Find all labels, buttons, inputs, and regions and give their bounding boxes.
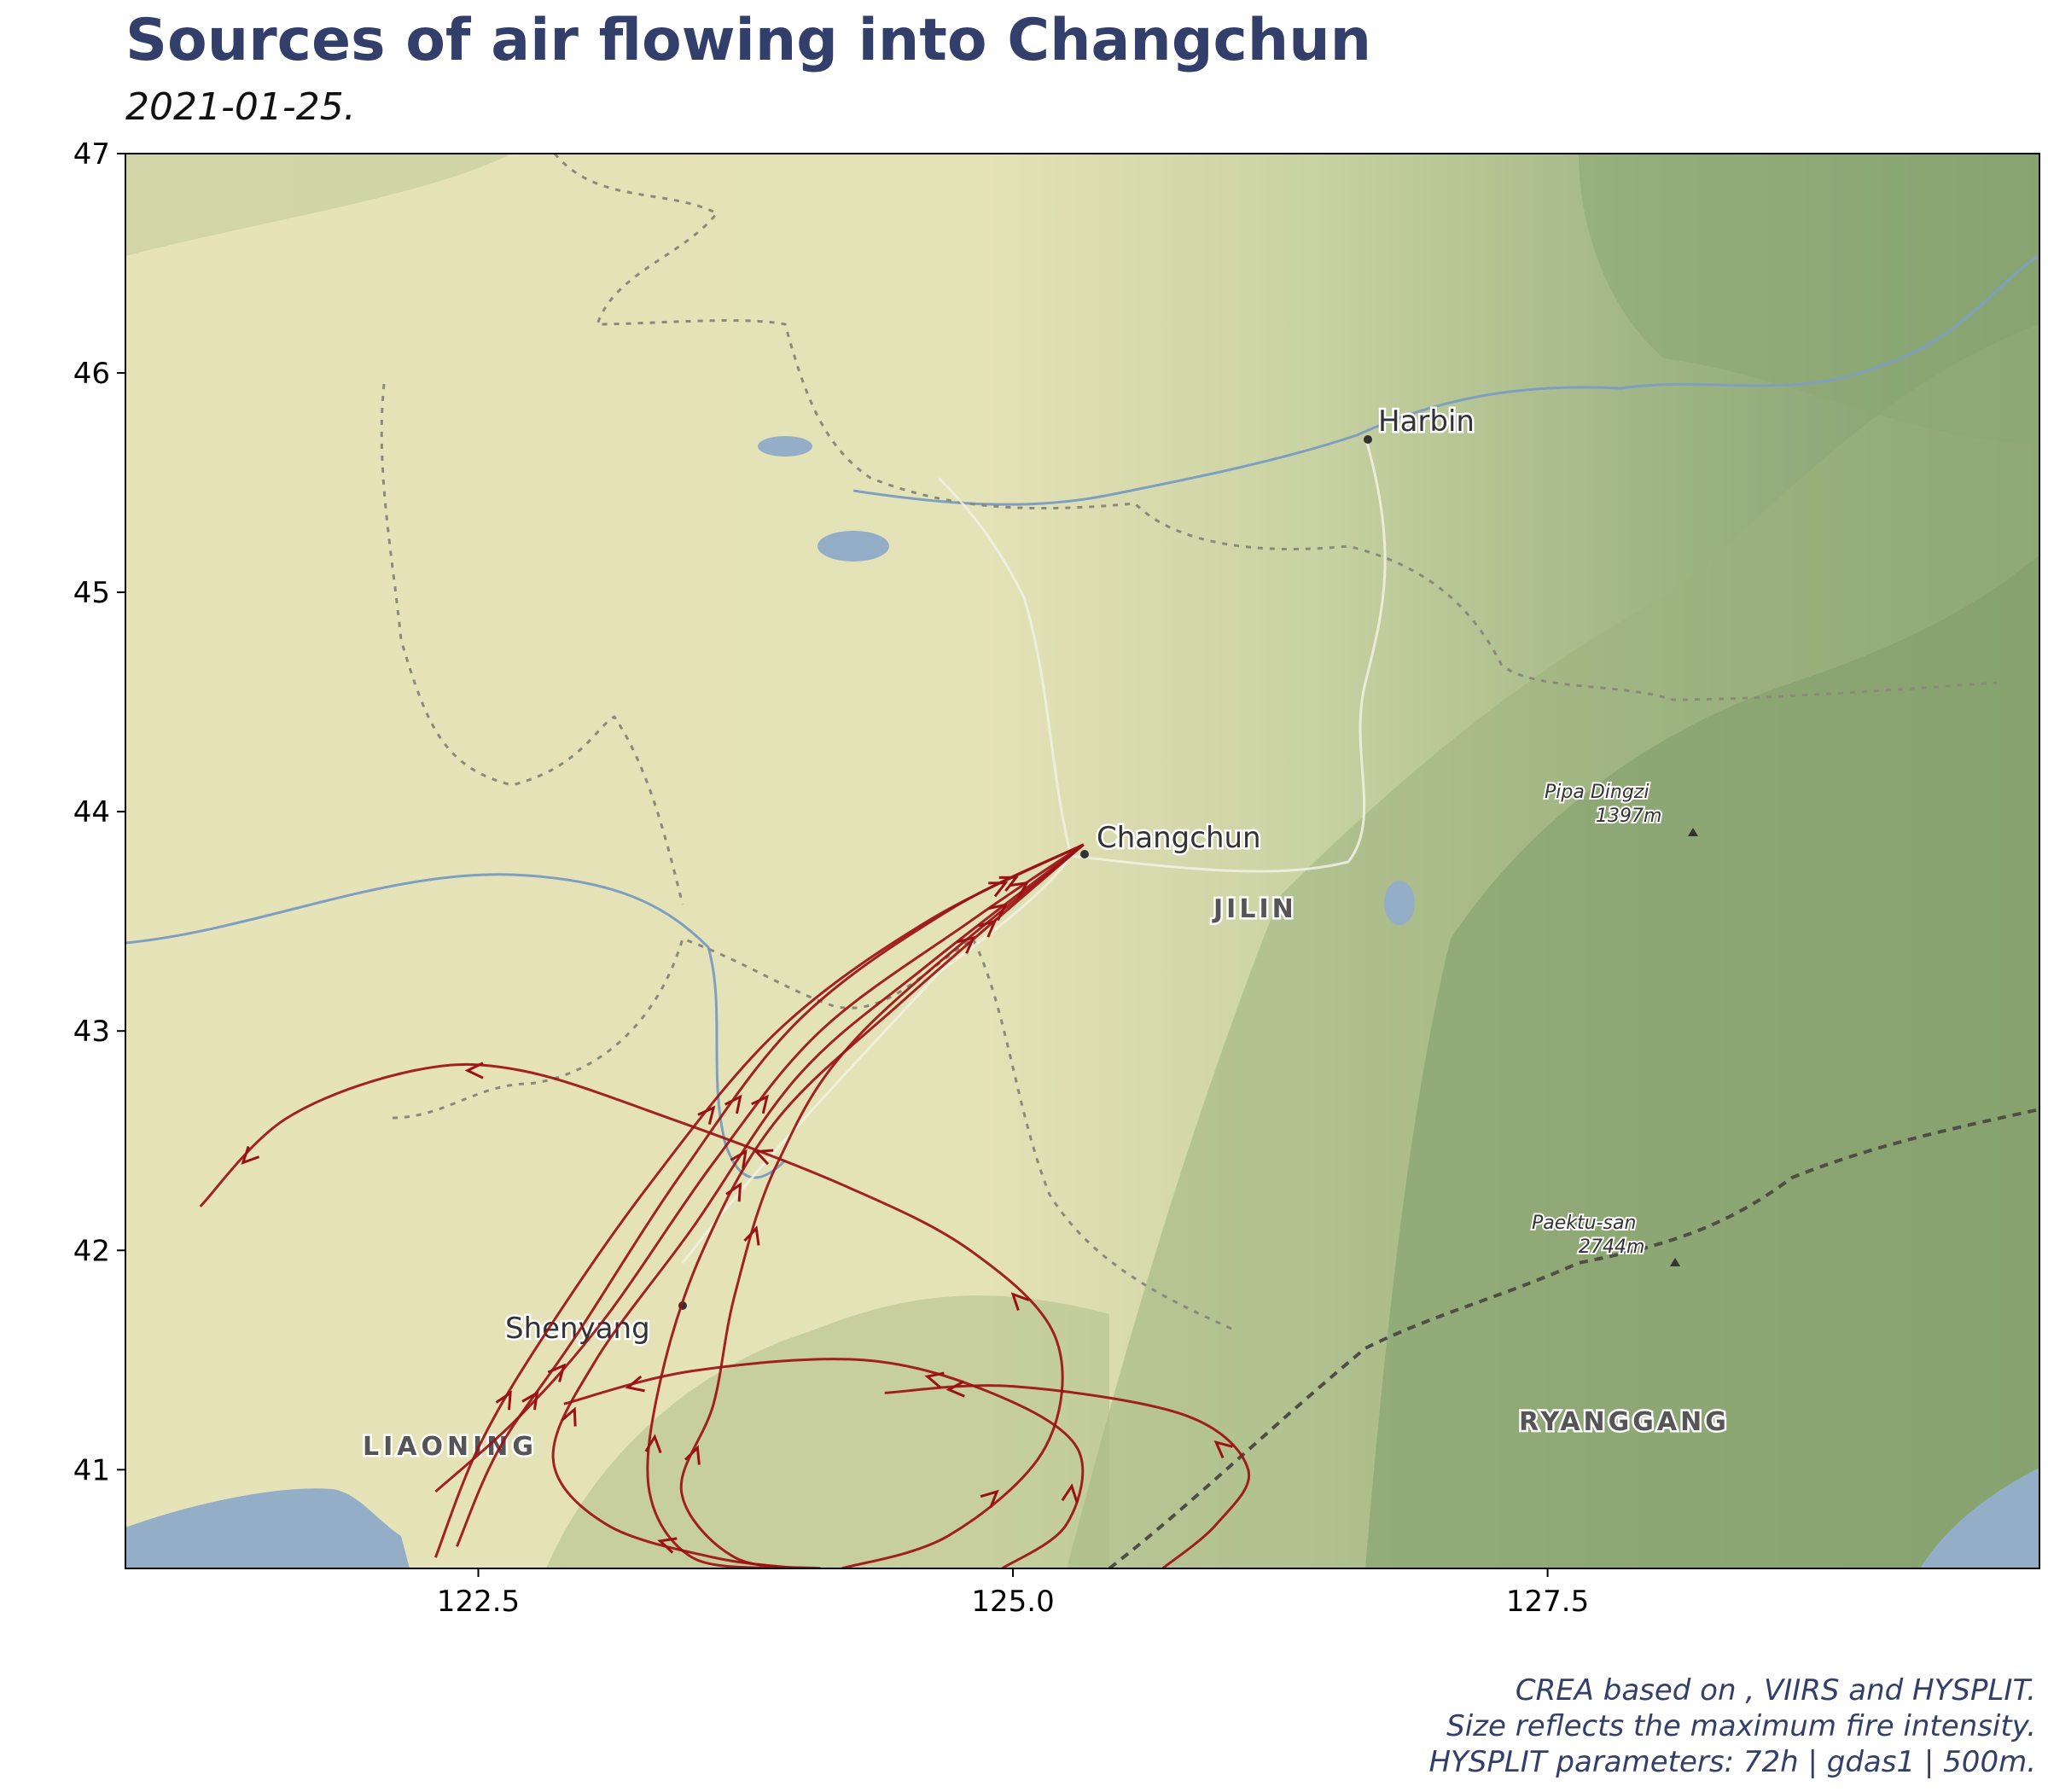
trajectory-arrow [988,881,1009,898]
trajectory-arrow [1010,1292,1030,1312]
x-axis: 122.5 125.0 127.5 [437,1568,1589,1619]
y-tick-label: 43 [73,1015,110,1049]
map-label-pipa-elev: 1397m [1596,806,1661,827]
caption-line-2: Size reflects the maximum fire intensity… [1446,1709,2036,1743]
y-tick-label: 46 [73,357,110,391]
trajectory-line [563,1358,1085,1568]
province-border [392,936,1238,1333]
mountain-region [546,1295,1109,1568]
trajectory-layer [199,843,1251,1568]
river [852,433,1358,506]
city-marker-harbin [1364,435,1372,444]
trajectory-arrow [241,1146,260,1165]
y-tick-label: 47 [73,137,110,172]
trajectory-arrow [956,935,976,954]
basemap: Harbin Changchun JILIN Shenyang LIAONING… [125,154,2039,1568]
trajectory-line [434,843,1085,1493]
map-label-pipa-name: Pipa Dingzi [1545,782,1649,803]
trajectory-arrow [521,1390,539,1411]
trajectory-line [884,1384,1251,1568]
trajectory-arrow [724,1094,742,1114]
map-label-ryanggang: RYANGGANG [1519,1407,1730,1437]
y-tick-label: 44 [73,795,110,829]
trajectory-arrow [743,1225,760,1246]
trajectory-arrow [547,1363,567,1382]
river [1356,254,2039,437]
trajectory-line [646,843,1085,1568]
chart-title: Sources of air flowing into Changchun [125,7,1372,74]
trajectory-arrow [464,1062,484,1079]
province-border [380,383,684,905]
map-label-paektu-elev: 2744m [1579,1236,1644,1258]
sea [1920,1468,2039,1568]
map-label-changchun: Changchun [1097,821,1261,855]
map-label-liaoning: LIAONING [363,1432,538,1462]
trajectory-arrow [684,1445,701,1465]
x-tick-label: 125.0 [971,1585,1054,1619]
mountain-region [125,154,512,256]
caption: CREA based on , VIIRS and HYSPLIT. Size … [1428,1673,2036,1780]
caption-line-3: HYSPLIT parameters: 72h | gdas1 | 500m. [1428,1745,2036,1779]
map-label-jilin: JILIN [1212,894,1297,924]
mountain-region [1579,154,2039,444]
trajectory-arrow [730,1149,748,1169]
trajectory-arrow [495,1390,512,1411]
peak-marker-pipa [1688,828,1698,836]
y-tick-label: 42 [73,1234,110,1268]
trajectory-arrow [980,1489,999,1509]
plot-frame [125,153,2040,1569]
trajectory-line [551,843,1085,1568]
map-label-paektu-name: Paektu-san [1532,1213,1636,1234]
x-tick-label: 127.5 [1506,1585,1589,1619]
peak-marker-paektu [1670,1258,1680,1266]
y-tick-label: 41 [73,1453,110,1487]
x-tick-label: 122.5 [437,1585,520,1619]
trajectory-arrow [751,1094,770,1114]
road [681,855,1073,1264]
trajectory-arrow [644,1434,662,1454]
trajectory-arrow [1061,1483,1079,1504]
y-axis: 41 42 43 44 45 46 47 [73,137,125,1487]
map-label-harbin: Harbin [1378,404,1475,439]
trajectory-line [433,843,1085,1558]
city-marker-changchun [1080,850,1089,858]
trajectory-arrow [725,1182,742,1202]
chart-subtitle: 2021-01-25. [125,85,356,129]
road [937,476,1073,857]
road [1070,436,1387,873]
trajectory-line [456,843,1085,1547]
sea [125,1488,410,1568]
trajectory-line [679,843,1085,1568]
trajectory-line [199,1062,1064,1568]
trajectory-arrow [945,1380,965,1398]
lake [758,436,812,457]
trajectory-arrow [924,1371,945,1389]
trajectory-arrow [697,1105,716,1125]
river [125,873,787,1179]
map-label-shenyang: Shenyang [505,1312,650,1346]
caption-line-1: CREA based on , VIIRS and HYSPLIT. [1515,1673,2036,1708]
lake [1384,881,1415,925]
y-tick-label: 45 [73,576,110,610]
lake [817,531,889,561]
mountain-region [1365,555,2039,1568]
trajectory-arrow [1213,1440,1233,1459]
trajectory-arrow [753,1149,774,1166]
trajectory-arrow [625,1375,645,1393]
trajectory-arrow [998,876,1019,892]
trajectory-arrow [561,1406,577,1427]
